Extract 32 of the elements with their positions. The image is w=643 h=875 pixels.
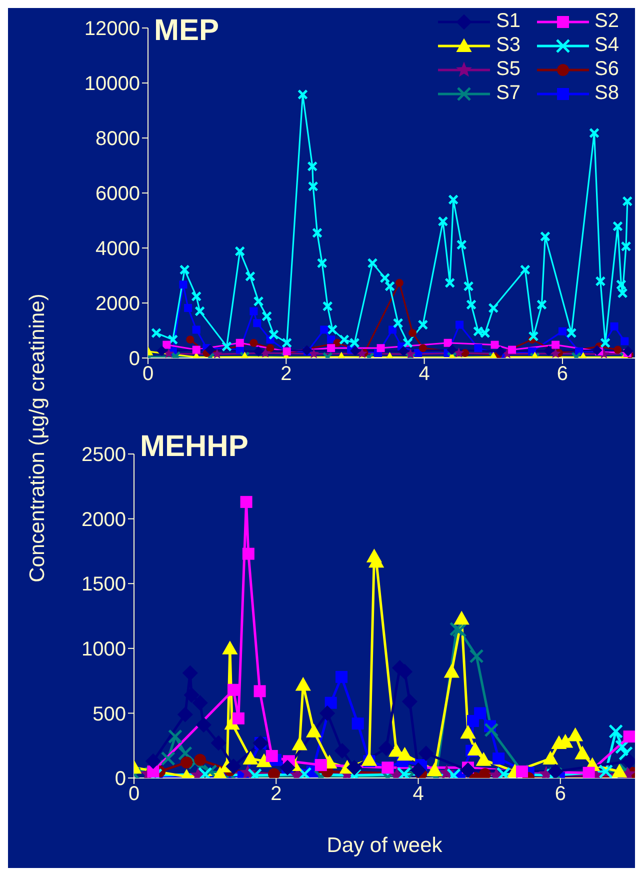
x-tick-label: 6 [556, 363, 568, 386]
y-tick-label: 10000 [84, 73, 140, 96]
x-tick-label: 2 [270, 783, 282, 806]
legend-label: S7 [496, 82, 521, 105]
y-tick-label: 2500 [82, 444, 126, 466]
y-tick-label: 1000 [82, 638, 126, 660]
legend-label: S1 [496, 10, 521, 33]
y-tick-label: 500 [92, 703, 126, 726]
chart-title: MEHHP [140, 430, 248, 464]
y-axis-title: Concentration (µg/g creatinine) [26, 294, 50, 582]
chart-title: MEP [154, 14, 220, 48]
y-tick-label: 2000 [82, 508, 126, 531]
y-tick-label: 6000 [96, 183, 140, 206]
x-tick-label: 2 [280, 363, 292, 386]
y-tick-label: 12000 [84, 18, 140, 40]
y-tick-label: 1500 [82, 574, 126, 596]
legend-label: S3 [496, 34, 521, 57]
y-tick-label: 8000 [96, 128, 140, 150]
y-tick-label: 0 [128, 348, 140, 370]
legend-label: S2 [594, 10, 619, 33]
y-tick-label: 0 [114, 768, 126, 790]
legend-label: S6 [594, 58, 619, 81]
x-axis-title: Day of week [326, 834, 444, 858]
x-tick-label: 4 [412, 783, 424, 806]
legend-label: S4 [594, 34, 619, 57]
x-tick-label: 6 [554, 783, 566, 806]
x-tick-label: 0 [142, 363, 154, 386]
y-tick-label: 2000 [96, 293, 140, 316]
legend-label: S8 [594, 82, 619, 105]
x-tick-label: 4 [418, 363, 430, 386]
legend-label: S5 [496, 58, 521, 81]
y-tick-label: 4000 [96, 238, 140, 260]
